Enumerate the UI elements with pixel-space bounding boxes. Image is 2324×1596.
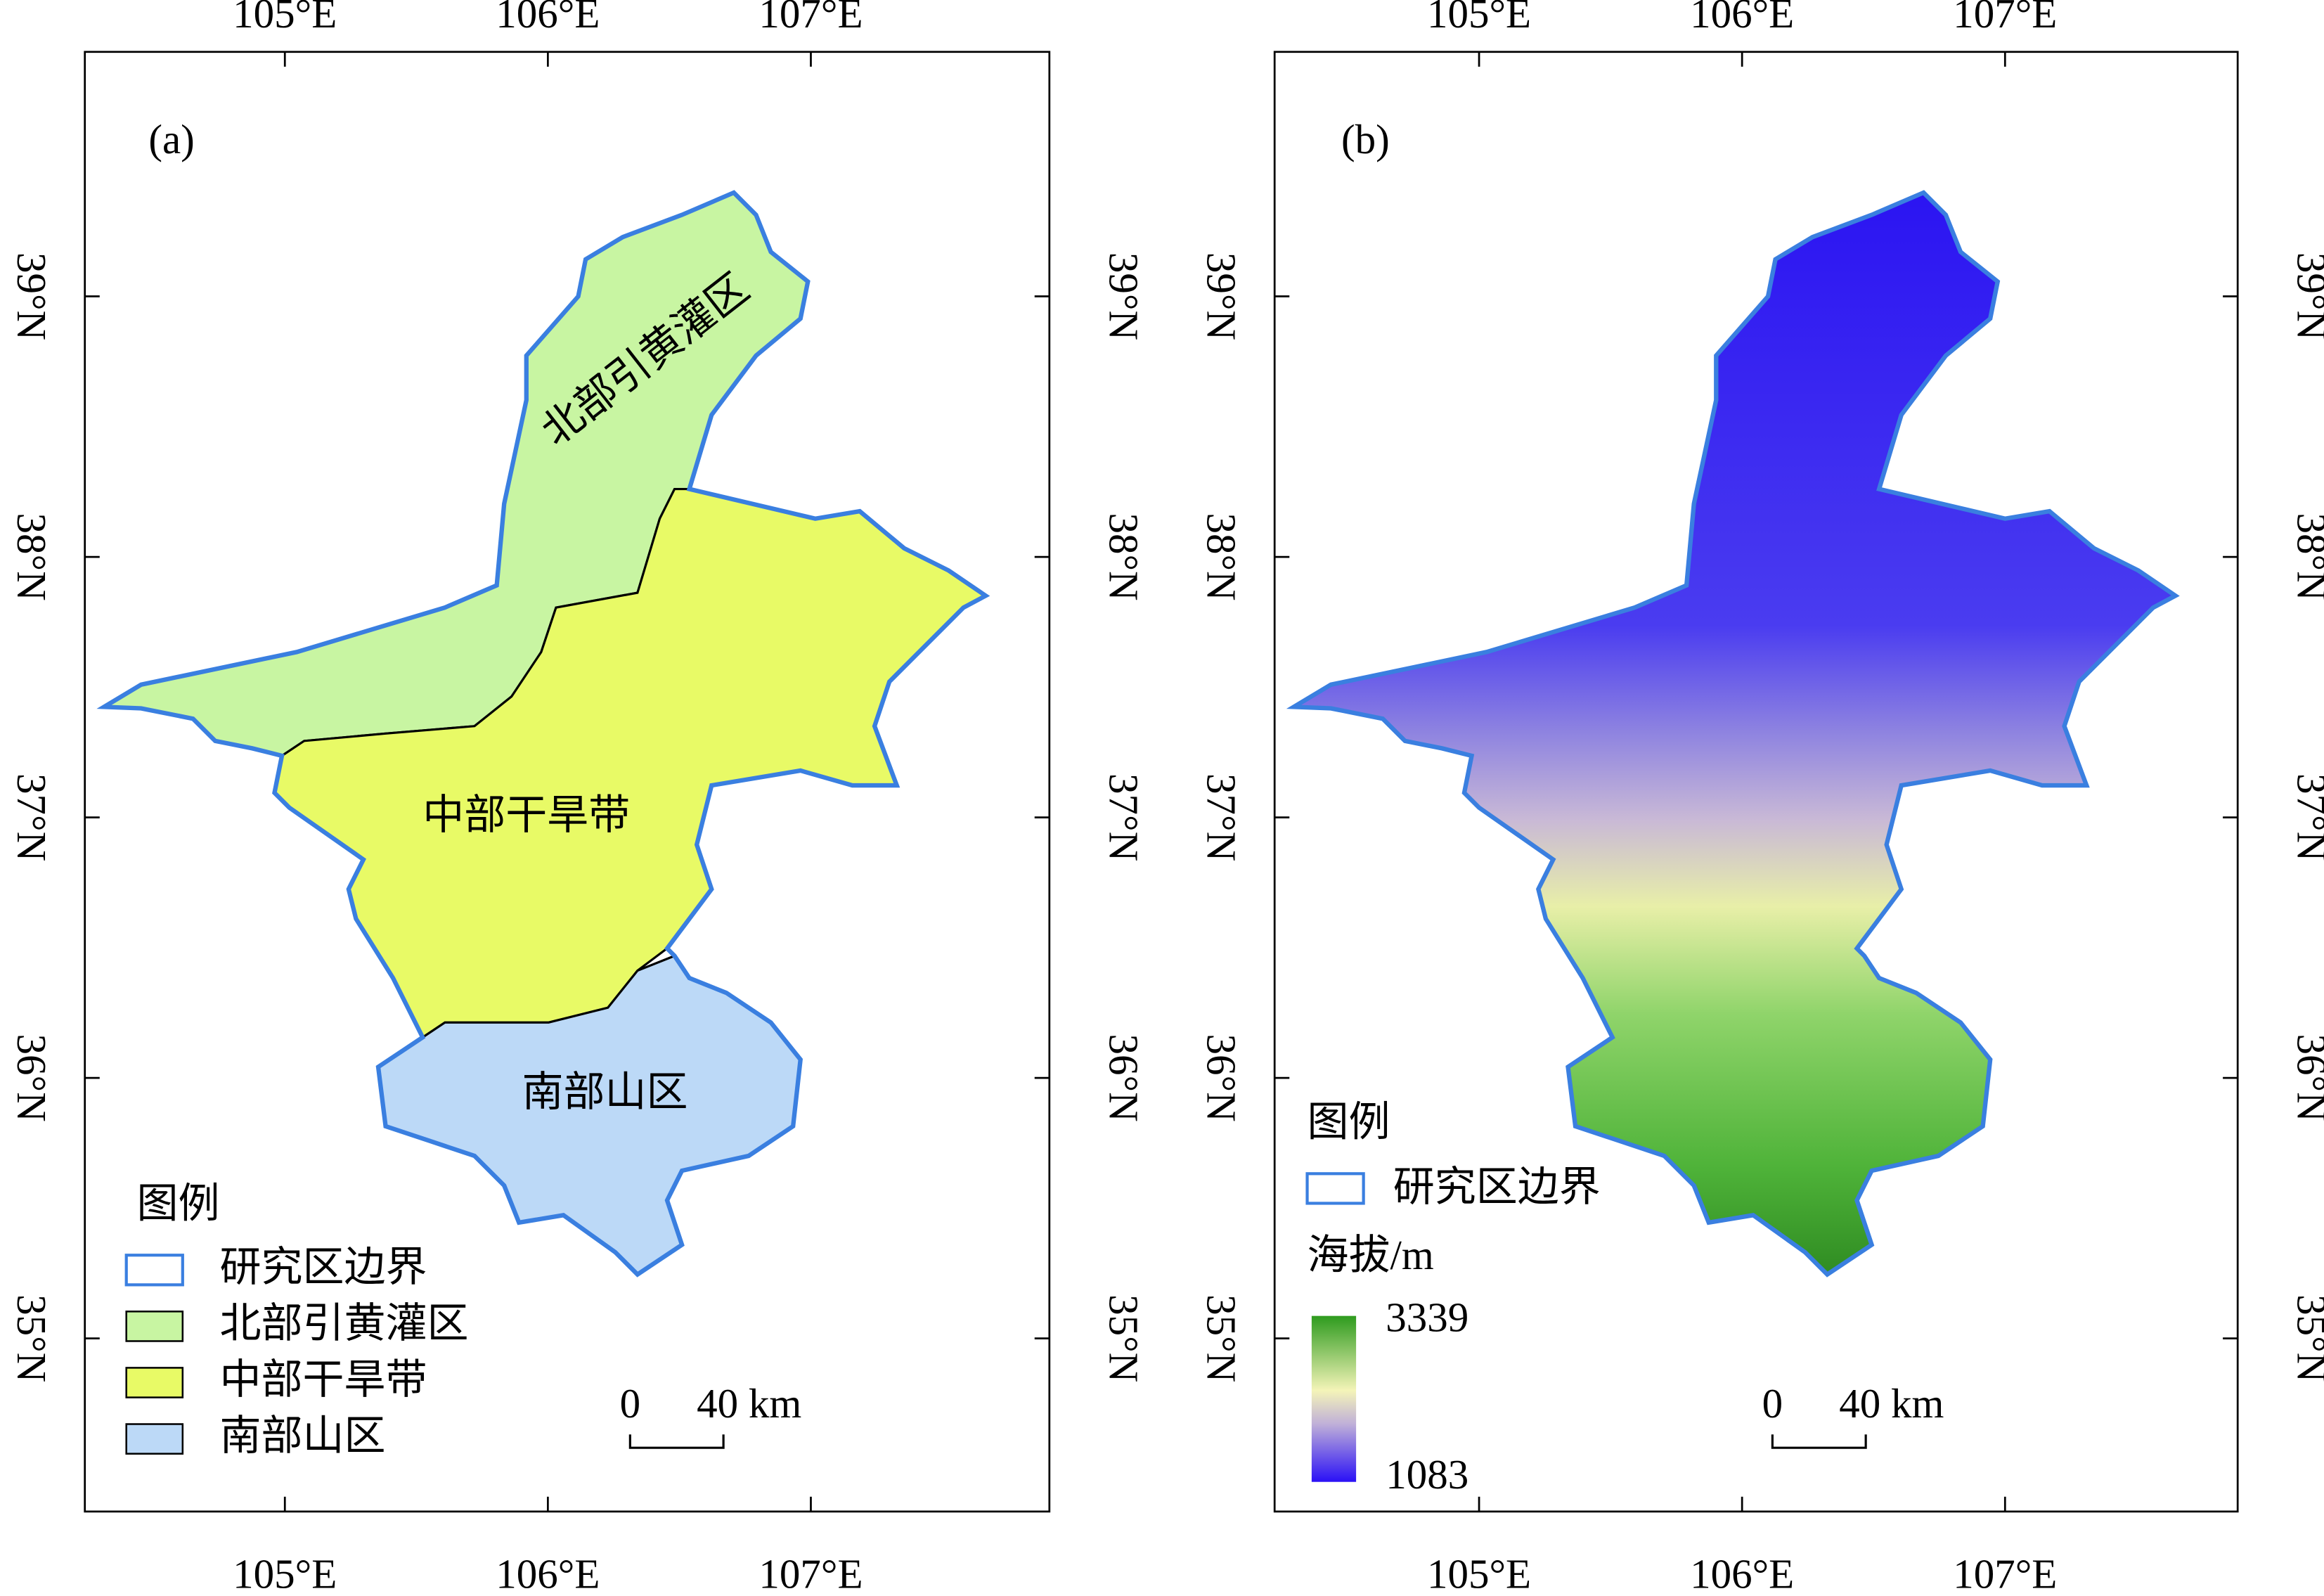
lat-label: 37°N xyxy=(8,773,55,861)
legend-swatch xyxy=(125,1367,184,1398)
colorbar-label: 1083 xyxy=(1386,1451,1468,1498)
legend-title: 图例 xyxy=(136,1180,219,1226)
lat-label: 38°N xyxy=(2289,513,2324,600)
scale-label: 0 xyxy=(1762,1380,1783,1427)
colorbar-title: 海拔/m xyxy=(1308,1232,1434,1278)
lon-label: 105°E xyxy=(1427,0,1531,37)
lat-label: 35°N xyxy=(1198,1294,1244,1382)
lat-label: 39°N xyxy=(8,252,55,340)
legend-label: 研究区边界 xyxy=(1393,1164,1601,1210)
region-label: 南部山区 xyxy=(522,1069,687,1115)
lat-label: 37°N xyxy=(1198,773,1244,861)
panel-label: (b) xyxy=(1341,116,1390,162)
lon-label: 105°E xyxy=(233,1550,337,1596)
lat-label: 35°N xyxy=(8,1294,55,1382)
study-boundary xyxy=(96,190,990,1278)
lon-label: 107°E xyxy=(758,1550,863,1596)
scale-bar xyxy=(628,1434,725,1449)
lon-label: 105°E xyxy=(1427,1550,1531,1596)
legend-label: 研究区边界 xyxy=(219,1244,427,1290)
legend-label: 南部山区 xyxy=(219,1412,385,1459)
lat-label: 38°N xyxy=(1198,513,1244,600)
lon-label: 107°E xyxy=(758,0,863,37)
lat-label: 39°N xyxy=(1100,252,1147,340)
lat-label: 39°N xyxy=(2289,252,2324,340)
lat-label: 36°N xyxy=(1198,1034,1244,1122)
lat-label: 35°N xyxy=(1100,1294,1147,1382)
lat-label: 35°N xyxy=(2289,1294,2324,1382)
colorbar-label: 3339 xyxy=(1386,1294,1468,1341)
lat-label: 36°N xyxy=(8,1034,55,1122)
panel-frame xyxy=(1273,51,2239,1513)
scale-label: 40 km xyxy=(1839,1380,1944,1427)
elevation-raster xyxy=(1286,190,2180,1278)
legend-label: 北部引黄灌区 xyxy=(219,1300,468,1346)
region-label: 中部干旱带 xyxy=(422,792,630,838)
panel-label: (a) xyxy=(148,116,194,162)
lon-label: 106°E xyxy=(496,0,600,37)
legend-swatch xyxy=(1305,1172,1365,1205)
scale-label: 0 xyxy=(620,1380,641,1427)
panel-frame xyxy=(84,51,1051,1513)
scale-label: 40 km xyxy=(697,1380,801,1427)
lat-label: 38°N xyxy=(1100,513,1147,600)
lat-label: 39°N xyxy=(1198,252,1244,340)
lon-label: 105°E xyxy=(233,0,337,37)
lat-label: 36°N xyxy=(2289,1034,2324,1122)
legend-swatch xyxy=(124,1254,184,1287)
lon-label: 106°E xyxy=(496,1550,600,1596)
lon-label: 106°E xyxy=(1690,1550,1794,1596)
lon-label: 106°E xyxy=(1690,0,1794,37)
lat-label: 38°N xyxy=(8,513,55,600)
legend-label: 中部干旱带 xyxy=(219,1356,427,1403)
lat-label: 37°N xyxy=(2289,773,2324,861)
lon-label: 107°E xyxy=(1953,0,2057,37)
lon-label: 107°E xyxy=(1953,1550,2057,1596)
lat-label: 36°N xyxy=(1100,1034,1147,1122)
legend-swatch xyxy=(125,1423,184,1455)
legend-swatch xyxy=(125,1311,184,1342)
legend-title: 图例 xyxy=(1308,1098,1390,1145)
lat-label: 37°N xyxy=(1100,773,1147,861)
scale-bar xyxy=(1771,1434,1867,1449)
colorbar xyxy=(1311,1315,1357,1482)
